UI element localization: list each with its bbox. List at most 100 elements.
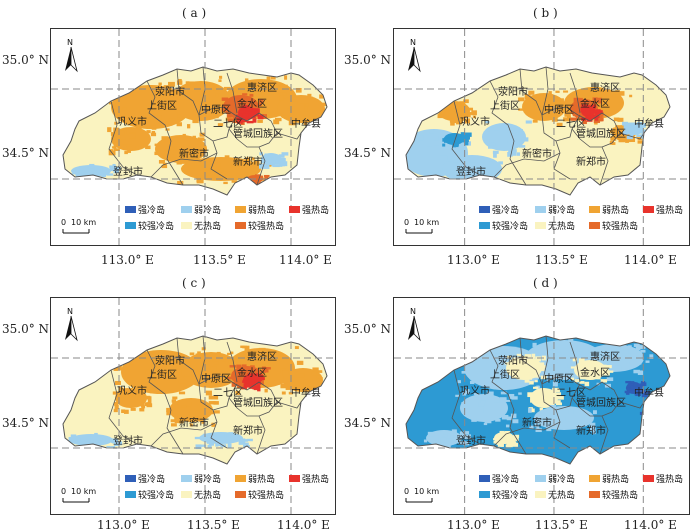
lat-label-bottom: 34.5° N xyxy=(344,146,392,160)
legend-label: 强冷岛 xyxy=(492,204,519,216)
place-dengfeng: 登封市 xyxy=(113,165,143,178)
place-huiji: 惠济区 xyxy=(247,350,277,363)
place-huiji: 惠济区 xyxy=(247,81,277,94)
legend-label: 无热岛 xyxy=(548,489,575,501)
legend-swatch xyxy=(181,222,192,229)
legend-label: 无热岛 xyxy=(548,220,575,232)
legend-swatch xyxy=(235,475,246,482)
place-dengfeng: 登封市 xyxy=(113,434,143,447)
legend-label: 较强热岛 xyxy=(248,489,284,501)
panel-label-d: ( d ) xyxy=(533,276,558,290)
legend-label: 强热岛 xyxy=(302,204,329,216)
legend-label: 较强冷岛 xyxy=(492,489,528,501)
svg-text:N: N xyxy=(67,38,73,47)
legend-label: 强冷岛 xyxy=(492,473,519,485)
legend-swatch xyxy=(181,491,192,498)
place-zhongmou: 中牟县 xyxy=(634,386,664,399)
place-shangjie: 上街区 xyxy=(490,368,520,381)
legend-label: 弱冷岛 xyxy=(194,473,221,485)
map-b: 惠济区 荥阳市 上街区 中原区 金水区 二七区 管城回族区 巩义市 中牟县 新密市 登封市 新郑市 N 0… xyxy=(393,28,690,246)
legend-label: 强热岛 xyxy=(656,473,683,485)
place-xinmi: 新密市 xyxy=(522,147,552,160)
map-layer xyxy=(405,66,671,196)
scale-bar: 0 10 km xyxy=(61,487,96,503)
legend-label: 较强冷岛 xyxy=(492,220,528,232)
place-dengfeng: 登封市 xyxy=(456,165,486,178)
place-guancheng: 管城回族区 xyxy=(576,396,626,409)
svg-text:10 km: 10 km xyxy=(414,218,439,227)
legend-swatch xyxy=(235,491,246,498)
legend-label: 强热岛 xyxy=(656,204,683,216)
legend-swatch xyxy=(289,475,300,482)
legend-swatch xyxy=(479,475,490,482)
place-shangjie: 上街区 xyxy=(490,99,520,112)
place-dengfeng: 登封市 xyxy=(456,434,486,447)
place-zhongyuan: 中原区 xyxy=(544,372,574,385)
legend-swatch xyxy=(589,222,600,229)
svg-text:N: N xyxy=(410,307,416,316)
north-arrow-icon: N xyxy=(65,38,78,73)
legend-swatch xyxy=(535,206,546,213)
place-xingyang: 荥阳市 xyxy=(155,354,185,367)
lat-label-bottom: 34.5° N xyxy=(2,416,50,430)
place-xingyang: 荥阳市 xyxy=(155,85,185,98)
place-huiji: 惠济区 xyxy=(590,81,620,94)
lon-label-1: 113.0° E xyxy=(97,518,150,532)
svg-text:0: 0 xyxy=(404,487,409,496)
lon-label-1: 113.0° E xyxy=(447,518,500,532)
place-zhongmou: 中牟县 xyxy=(291,117,321,130)
svg-text:0: 0 xyxy=(61,218,66,227)
legend-swatch xyxy=(643,475,654,482)
legend-swatch xyxy=(125,491,136,498)
svg-text:10 km: 10 km xyxy=(71,218,96,227)
legend-label: 强热岛 xyxy=(302,473,329,485)
panel-label-a: ( a ) xyxy=(182,6,207,20)
lon-label-1: 113.0° E xyxy=(101,253,154,267)
legend-swatch xyxy=(235,222,246,229)
lat-label-top: 35.0° N xyxy=(344,53,392,67)
legend-swatch xyxy=(589,475,600,482)
place-jinshui: 金水区 xyxy=(237,97,267,110)
place-xinmi: 新密市 xyxy=(179,416,209,429)
legend-swatch xyxy=(535,491,546,498)
place-huiji: 惠济区 xyxy=(590,350,620,363)
place-gongyi: 巩义市 xyxy=(117,115,147,128)
place-gongyi: 巩义市 xyxy=(460,384,490,397)
legend-swatch xyxy=(125,475,136,482)
place-jinshui: 金水区 xyxy=(580,97,610,110)
legend-label: 较强热岛 xyxy=(248,220,284,232)
north-arrow-icon: N xyxy=(408,38,421,73)
svg-text:10 km: 10 km xyxy=(71,487,96,496)
place-gongyi: 巩义市 xyxy=(460,115,490,128)
legend-swatch xyxy=(479,222,490,229)
legend-swatch xyxy=(125,206,136,213)
legend-label: 无热岛 xyxy=(194,220,221,232)
place-xinzheng: 新郑市 xyxy=(233,424,263,437)
lon-label-3: 114.0° E xyxy=(277,518,330,532)
north-arrow-icon: N xyxy=(408,307,421,342)
legend-swatch xyxy=(235,206,246,213)
legend-label: 弱热岛 xyxy=(248,204,275,216)
legend-label: 弱热岛 xyxy=(602,473,629,485)
svg-text:N: N xyxy=(410,38,416,47)
lon-label-2: 113.5° E xyxy=(193,253,246,267)
map-a: 惠济区 荥阳市 上街区 中原区 金水区 二七区 管城回族区 巩义市 中牟县 新密市 登封市 新郑市 N 0… xyxy=(50,28,336,246)
place-xingyang: 荥阳市 xyxy=(498,354,528,367)
place-zhongyuan: 中原区 xyxy=(201,372,231,385)
place-zhongmou: 中牟县 xyxy=(291,386,321,399)
legend-label: 较强冷岛 xyxy=(138,489,174,501)
legend-swatch xyxy=(643,206,654,213)
legend-label: 弱冷岛 xyxy=(194,204,221,216)
panel-label-c: ( c ) xyxy=(182,276,206,290)
svg-text:0: 0 xyxy=(61,487,66,496)
